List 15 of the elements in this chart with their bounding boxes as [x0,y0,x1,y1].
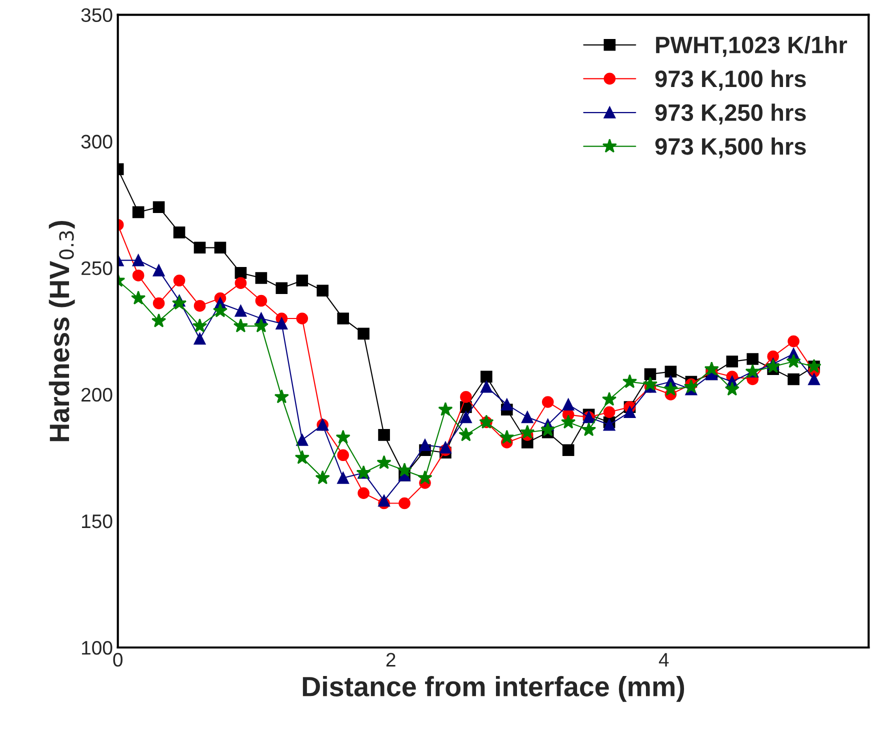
y-tick-label: 100 [82,640,112,655]
x-tick-label: 0 [113,652,122,667]
y-tick-label: 250 [82,261,112,276]
legend-label: 973 K,250 hrs [655,104,806,124]
x-tick-label: 2 [386,652,396,666]
y-tick-label: 200 [82,388,112,402]
legend-label: 973 K,100 hrs [655,70,806,91]
legend-label: 973 K,500 hrs [655,137,806,158]
y-tick-label: 150 [82,514,112,528]
y-tick-label: 300 [81,134,112,149]
x-tick-label: 4 [658,653,669,666]
y-axis-title: Hardness (HV$_{0.3}$) [48,220,75,442]
y-tick-label: 350 [81,8,112,22]
legend-label: PWHT,1023 K/1hr [656,36,848,57]
x-axis-title: Distance from interface (mm) [302,676,684,702]
